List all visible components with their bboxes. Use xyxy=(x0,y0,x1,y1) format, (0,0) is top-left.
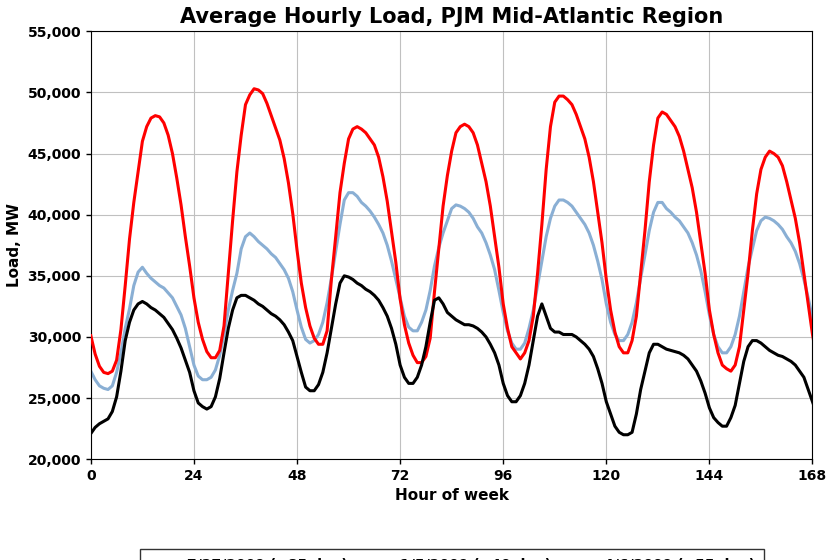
Line: 4/6/2009 (~55 deg): 4/6/2009 (~55 deg) xyxy=(91,276,834,435)
7/27/2009 (~85 deg) xyxy=(86,332,96,339)
Legend: 7/27/2009 (~85 deg), 1/5/2009 (~40 deg), 4/6/2009 (~55 deg): 7/27/2009 (~85 deg), 1/5/2009 (~40 deg),… xyxy=(139,549,764,560)
7/27/2009 (~85 deg) xyxy=(249,85,259,92)
7/27/2009 (~85 deg) xyxy=(825,386,834,393)
7/27/2009 (~85 deg) xyxy=(210,354,220,361)
4/6/2009 (~55 deg) xyxy=(120,337,130,344)
1/5/2009 (~40 deg) xyxy=(86,368,96,375)
7/27/2009 (~85 deg) xyxy=(120,282,130,289)
Title: Average Hourly Load, PJM Mid-Atlantic Region: Average Hourly Load, PJM Mid-Atlantic Re… xyxy=(180,7,723,27)
Line: 1/5/2009 (~40 deg): 1/5/2009 (~40 deg) xyxy=(91,193,834,390)
1/5/2009 (~40 deg) xyxy=(154,282,164,289)
1/5/2009 (~40 deg) xyxy=(103,386,113,393)
Y-axis label: Load, MW: Load, MW xyxy=(7,203,22,287)
4/6/2009 (~55 deg) xyxy=(86,430,96,437)
7/27/2009 (~85 deg) xyxy=(515,356,525,362)
7/27/2009 (~85 deg) xyxy=(791,215,801,222)
4/6/2009 (~55 deg) xyxy=(795,368,805,375)
7/27/2009 (~85 deg) xyxy=(339,160,349,167)
1/5/2009 (~40 deg) xyxy=(795,260,805,267)
4/6/2009 (~55 deg) xyxy=(339,273,349,279)
4/6/2009 (~55 deg) xyxy=(515,392,525,399)
Line: 7/27/2009 (~85 deg): 7/27/2009 (~85 deg) xyxy=(91,88,834,390)
7/27/2009 (~85 deg) xyxy=(150,112,160,119)
4/6/2009 (~55 deg) xyxy=(619,431,629,438)
1/5/2009 (~40 deg) xyxy=(339,197,349,203)
4/6/2009 (~55 deg) xyxy=(210,394,220,400)
1/5/2009 (~40 deg) xyxy=(214,352,224,358)
1/5/2009 (~40 deg) xyxy=(344,189,354,196)
1/5/2009 (~40 deg) xyxy=(124,305,134,312)
4/6/2009 (~55 deg) xyxy=(335,280,345,287)
1/5/2009 (~40 deg) xyxy=(520,340,530,347)
X-axis label: Hour of week: Hour of week xyxy=(394,488,509,503)
4/6/2009 (~55 deg) xyxy=(150,307,160,314)
